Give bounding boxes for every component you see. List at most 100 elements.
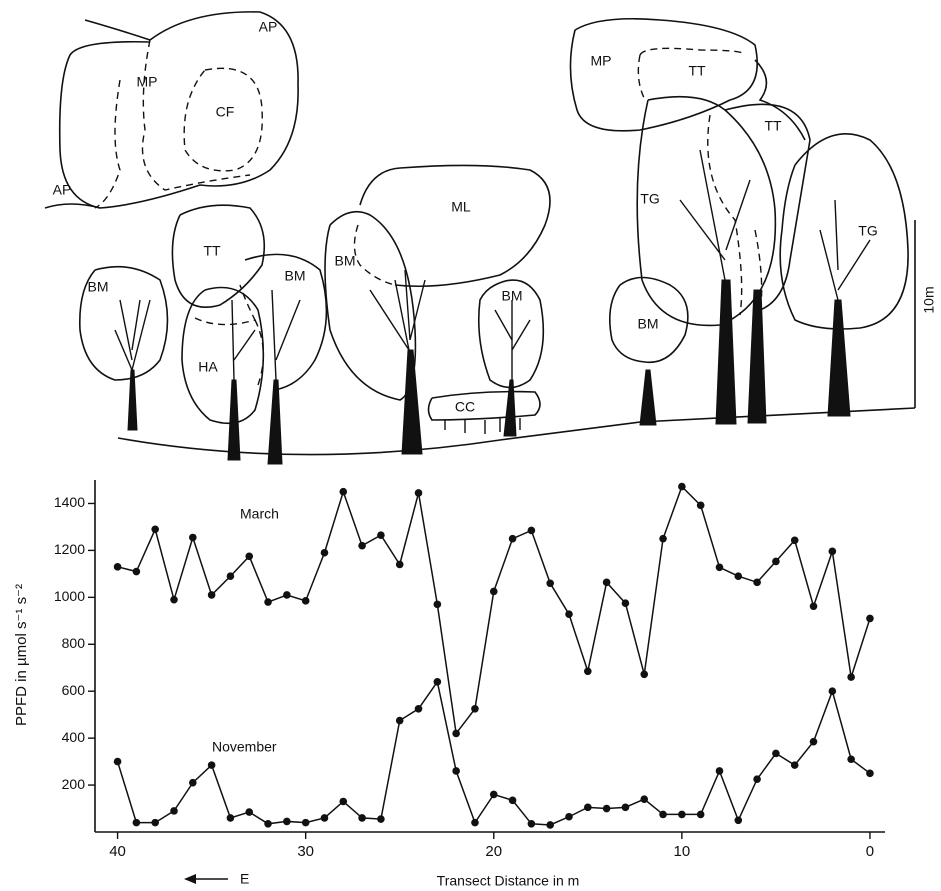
data-point <box>696 501 705 510</box>
data-point <box>508 534 517 543</box>
data-point <box>207 761 216 769</box>
crown-outline <box>353 224 396 286</box>
data-point <box>320 814 329 822</box>
crown <box>78 265 169 381</box>
data-point <box>264 598 272 606</box>
data-point <box>489 587 498 596</box>
crown <box>181 286 265 425</box>
data-point <box>508 796 517 805</box>
data-point <box>320 548 329 557</box>
data-point <box>640 670 649 679</box>
trunk <box>827 299 851 417</box>
shrub <box>427 390 541 421</box>
data-point <box>734 816 743 825</box>
tree-label: BM <box>285 268 306 284</box>
crown <box>324 210 417 401</box>
data-point <box>245 808 254 816</box>
data-point <box>489 790 498 799</box>
data-point <box>264 819 272 828</box>
crown <box>359 164 551 288</box>
chart: PPFD in µmol s⁻¹ s⁻² Transect Distance i… <box>13 480 885 889</box>
data-point <box>132 567 141 576</box>
data-point <box>546 579 554 588</box>
series-label: November <box>212 739 277 755</box>
data-point <box>621 803 630 812</box>
data-point <box>395 560 404 569</box>
tree-label: BM <box>88 279 109 295</box>
trunk <box>401 349 423 455</box>
data-point <box>847 755 855 764</box>
scale-label: 10m <box>921 286 937 313</box>
data-point <box>358 814 366 822</box>
data-point <box>659 534 667 543</box>
branches <box>369 269 426 351</box>
data-point <box>753 578 761 587</box>
trunk <box>715 279 737 425</box>
data-point <box>790 536 799 545</box>
trunk <box>747 289 767 424</box>
tree-label: AP <box>53 182 72 198</box>
data-point <box>866 614 874 623</box>
crown-outline <box>141 39 251 191</box>
data-point <box>715 767 724 775</box>
x-tick-label: 10 <box>674 843 691 860</box>
data-point <box>546 821 554 829</box>
direction-label: E <box>240 871 249 887</box>
tree-label: ML <box>451 199 471 215</box>
direction-arrowhead <box>184 874 196 884</box>
shrub-stems <box>444 418 521 434</box>
series-line <box>117 485 871 736</box>
trunk <box>127 369 138 431</box>
ground-line <box>117 407 916 456</box>
crown <box>171 204 266 309</box>
data-point <box>527 526 536 535</box>
tree-label: TG <box>858 223 877 239</box>
tree-label: BM <box>335 253 356 269</box>
y-tick-label: 1000 <box>54 588 85 604</box>
data-point <box>452 767 460 775</box>
data-point <box>226 572 235 581</box>
crown-outline <box>94 79 121 209</box>
trunk <box>267 379 283 465</box>
data-point <box>189 533 197 542</box>
data-point <box>226 814 235 822</box>
data-point <box>433 678 442 686</box>
branches <box>494 300 531 380</box>
data-point <box>301 818 310 827</box>
data-point <box>170 807 178 815</box>
data-point <box>358 541 366 550</box>
x-axis-title: Transect Distance in m <box>437 873 580 889</box>
data-point <box>377 815 385 823</box>
trunk <box>503 379 517 437</box>
data-point <box>809 737 818 746</box>
data-point <box>565 610 573 619</box>
data-point <box>283 591 291 599</box>
tree-label: AP <box>259 19 278 35</box>
branches <box>114 299 151 371</box>
crown <box>44 203 101 209</box>
trunk <box>227 379 241 461</box>
data-point <box>584 803 592 812</box>
data-point <box>189 778 197 787</box>
data-point <box>339 487 348 496</box>
data-point <box>395 716 404 725</box>
y-axis-title: PPFD in µmol s⁻¹ s⁻² <box>13 584 30 726</box>
data-point <box>471 818 479 827</box>
data-point <box>602 578 611 587</box>
data-point <box>151 525 159 534</box>
x-tick-label: 0 <box>866 843 874 860</box>
crown-outline <box>637 54 646 101</box>
tree-label: MP <box>591 53 612 69</box>
branches <box>819 199 871 301</box>
y-tick-label: 800 <box>62 635 86 651</box>
data-point <box>283 817 291 826</box>
crown <box>724 103 811 311</box>
data-point <box>753 775 761 783</box>
data-point <box>339 797 348 806</box>
data-point <box>170 595 178 604</box>
crown <box>609 276 689 364</box>
data-point <box>132 818 141 827</box>
data-point <box>678 482 686 491</box>
data-point <box>414 705 423 713</box>
